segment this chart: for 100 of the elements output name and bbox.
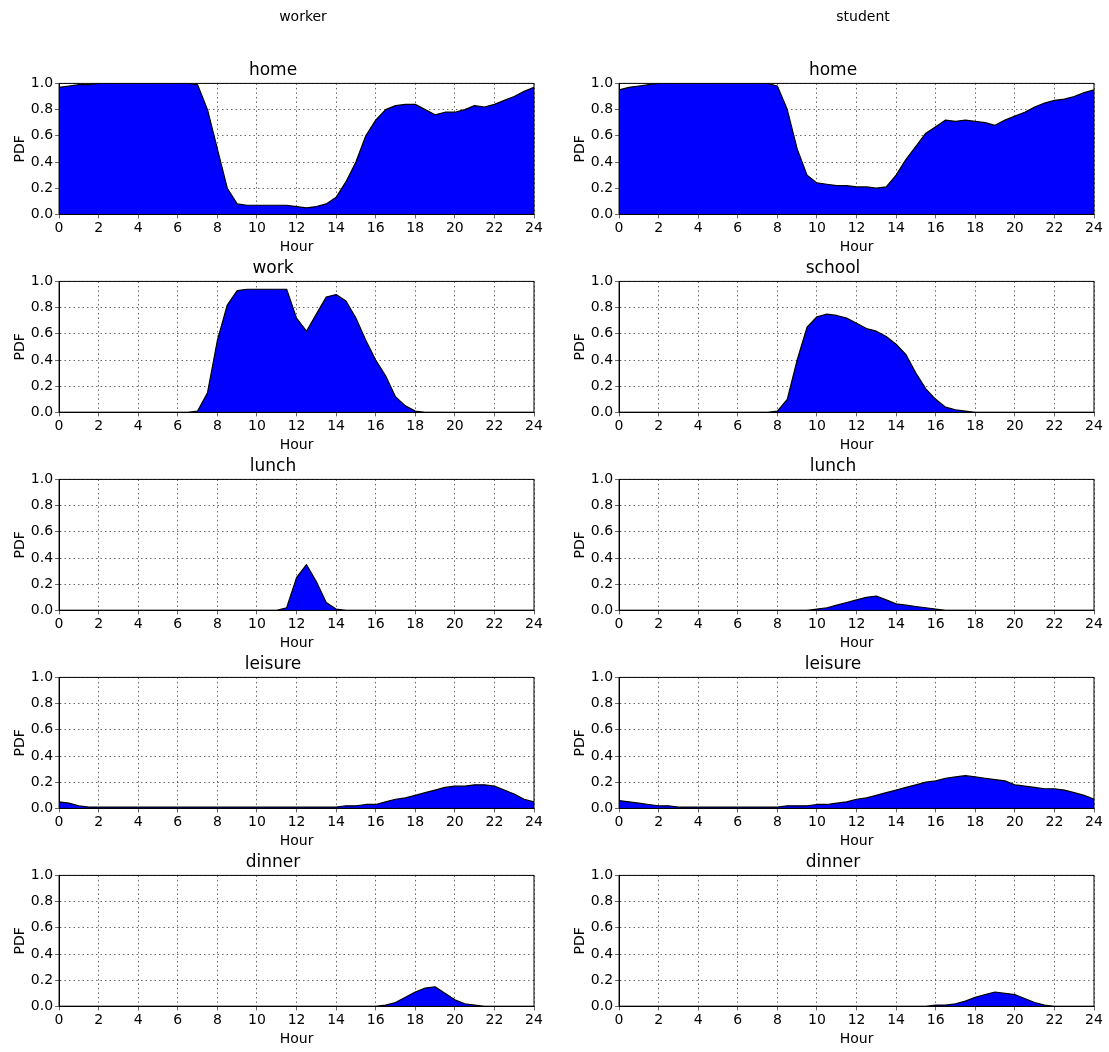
x-tick-label: 20	[1005, 615, 1024, 632]
x-tick-label: 22	[485, 813, 504, 830]
y-tick-label: 0.4	[590, 944, 614, 961]
x-axis-title: Hour	[279, 436, 314, 453]
x-tick-label: 18	[406, 615, 425, 632]
x-tick-label: 12	[287, 1011, 306, 1028]
y-axis-title: PDF	[571, 333, 588, 361]
x-tick-label: 2	[654, 219, 664, 236]
x-tick-label: 10	[808, 615, 826, 632]
x-tick-label: 24	[525, 813, 543, 830]
y-tick-label: 0.2	[590, 178, 614, 195]
x-tick-label: 14	[327, 417, 346, 434]
x-tick-label: 16	[366, 615, 385, 632]
y-tick-label: 0.2	[590, 574, 614, 591]
y-tick-label: 0.8	[590, 496, 614, 513]
x-tick-label: 18	[406, 1011, 425, 1028]
y-tick-label: 0.8	[30, 496, 54, 513]
y-tick-label: 0.4	[30, 944, 54, 961]
x-axis-title: Hour	[279, 634, 314, 651]
x-axis-title: Hour	[279, 832, 314, 849]
x-tick-label: 2	[654, 615, 664, 632]
x-tick-label: 22	[485, 417, 504, 434]
y-tick-label: 0.2	[590, 376, 614, 393]
y-tick-label: 0.4	[590, 548, 614, 565]
x-tick-label: 6	[733, 417, 743, 434]
x-tick-label: 20	[1005, 417, 1024, 434]
x-tick-label: 24	[1085, 219, 1103, 236]
x-tick-label: 14	[327, 219, 346, 236]
x-axis-title: Hour	[279, 1030, 314, 1047]
chart-subtitle: worker	[278, 8, 328, 26]
x-tick-label: 10	[248, 813, 266, 830]
y-axis-title: PDF	[571, 531, 588, 559]
x-tick-label: 4	[693, 615, 703, 632]
y-tick-label: 0.8	[590, 100, 614, 117]
x-tick-label: 8	[212, 417, 222, 434]
chart-title: dinner	[245, 850, 301, 871]
x-tick-label: 6	[173, 219, 183, 236]
x-tick-label: 12	[847, 813, 866, 830]
x-tick-label: 2	[654, 813, 664, 830]
y-tick-label: 0.2	[590, 772, 614, 789]
x-tick-label: 18	[406, 417, 425, 434]
x-tick-label: 2	[94, 615, 104, 632]
x-tick-label: 20	[445, 417, 464, 434]
y-tick-label: 1.0	[30, 470, 54, 487]
chart-title: home	[248, 58, 298, 79]
y-tick-label: 0.0	[590, 997, 614, 1014]
y-tick-label: 0.0	[30, 799, 54, 816]
y-tick-label: 1.0	[30, 668, 54, 685]
x-tick-label: 0	[614, 219, 624, 236]
x-tick-label: 20	[445, 1011, 464, 1028]
y-axis-title: PDF	[571, 927, 588, 955]
x-tick-label: 10	[808, 813, 826, 830]
x-tick-label: 0	[54, 615, 64, 632]
x-tick-label: 22	[1045, 219, 1064, 236]
x-tick-label: 6	[173, 1011, 183, 1028]
x-tick-label: 12	[287, 219, 306, 236]
x-tick-label: 22	[1045, 1011, 1064, 1028]
chart-title: home	[808, 58, 858, 79]
x-tick-label: 2	[94, 219, 104, 236]
x-tick-label: 22	[1045, 615, 1064, 632]
y-tick-label: 0.0	[590, 403, 614, 420]
x-axis-title: Hour	[839, 634, 874, 651]
x-tick-label: 8	[772, 813, 782, 830]
x-tick-label: 20	[445, 813, 464, 830]
x-tick-label: 16	[366, 219, 385, 236]
x-tick-label: 0	[614, 813, 624, 830]
y-tick-label: 0.4	[590, 152, 614, 169]
y-axis-title: PDF	[571, 135, 588, 163]
x-tick-label: 2	[94, 1011, 104, 1028]
y-tick-label: 1.0	[30, 866, 54, 883]
y-tick-label: 0.6	[590, 126, 614, 143]
y-tick-label: 0.8	[30, 100, 54, 117]
x-tick-label: 24	[1085, 615, 1103, 632]
x-tick-label: 10	[808, 219, 826, 236]
x-tick-label: 14	[887, 813, 906, 830]
x-tick-label: 8	[772, 1011, 782, 1028]
x-tick-label: 12	[287, 417, 306, 434]
x-tick-label: 0	[614, 417, 624, 434]
x-tick-label: 14	[327, 1011, 346, 1028]
x-tick-label: 14	[887, 615, 906, 632]
x-tick-label: 2	[654, 417, 664, 434]
y-axis-title: PDF	[11, 531, 28, 559]
y-tick-label: 0.6	[590, 522, 614, 539]
x-axis-title: Hour	[279, 238, 314, 255]
y-tick-label: 0.2	[590, 970, 614, 987]
y-tick-label: 0.6	[30, 918, 54, 935]
chart-title: lunch	[809, 454, 857, 475]
x-tick-label: 16	[926, 219, 945, 236]
x-tick-label: 24	[525, 417, 543, 434]
x-tick-label: 12	[847, 417, 866, 434]
y-tick-label: 0.8	[590, 298, 614, 315]
y-tick-label: 0.0	[590, 799, 614, 816]
x-tick-label: 16	[366, 1011, 385, 1028]
y-axis-title: PDF	[11, 927, 28, 955]
x-tick-label: 22	[485, 219, 504, 236]
x-tick-label: 0	[54, 1011, 64, 1028]
y-tick-label: 1.0	[30, 272, 54, 289]
x-axis-title: Hour	[839, 238, 874, 255]
x-tick-label: 0	[54, 813, 64, 830]
chart-title: work	[252, 256, 294, 277]
